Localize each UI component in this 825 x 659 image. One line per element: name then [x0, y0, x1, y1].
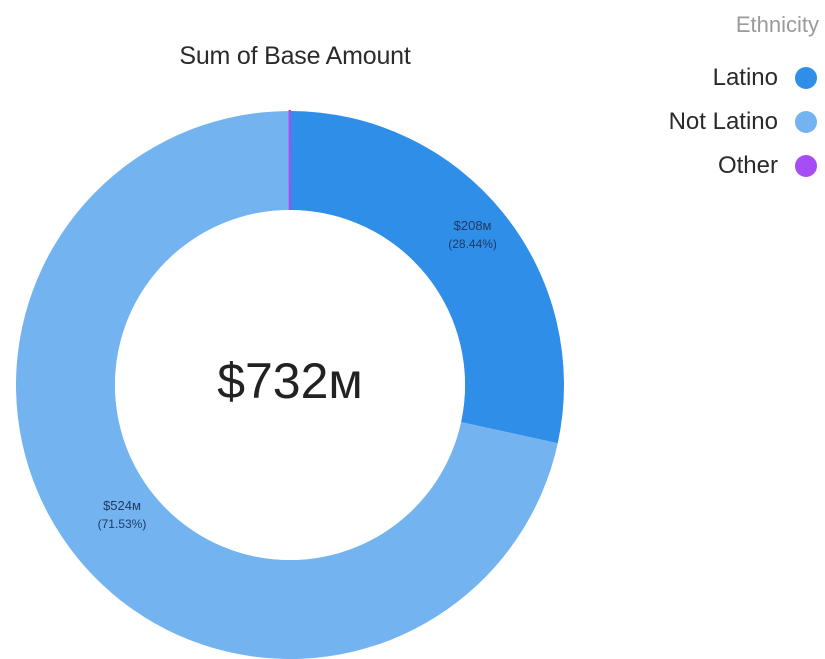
donut-data-labels: $208м (28.44%) $524м (71.53%)	[98, 218, 497, 531]
slice-value-label: $208м	[454, 218, 492, 233]
chart-title: Sum of Base Amount	[179, 42, 411, 70]
donut-center-total: $732м	[217, 353, 363, 409]
legend-item-latino[interactable]: Latino	[581, 64, 821, 92]
slice-percent-label: (28.44%)	[448, 237, 497, 251]
legend: Ethnicity Latino Not Latino Other	[581, 12, 821, 196]
legend-label: Latino	[712, 64, 778, 91]
donut-hole	[115, 210, 465, 560]
slice-percent-label: (71.53%)	[98, 517, 147, 531]
legend-swatch	[795, 155, 817, 177]
legend-label: Not Latino	[668, 108, 778, 135]
legend-swatch	[795, 111, 817, 133]
legend-label: Other	[717, 152, 778, 179]
legend-item-other[interactable]: Other	[581, 152, 821, 180]
legend-swatch	[795, 67, 817, 89]
slice-value-label: $524м	[103, 498, 141, 513]
legend-title: Ethnicity	[735, 12, 819, 37]
donut-slice-latino[interactable]	[290, 111, 564, 444]
donut-slice-not-latino[interactable]	[15, 111, 558, 659]
legend-item-not-latino[interactable]: Not Latino	[581, 108, 821, 136]
